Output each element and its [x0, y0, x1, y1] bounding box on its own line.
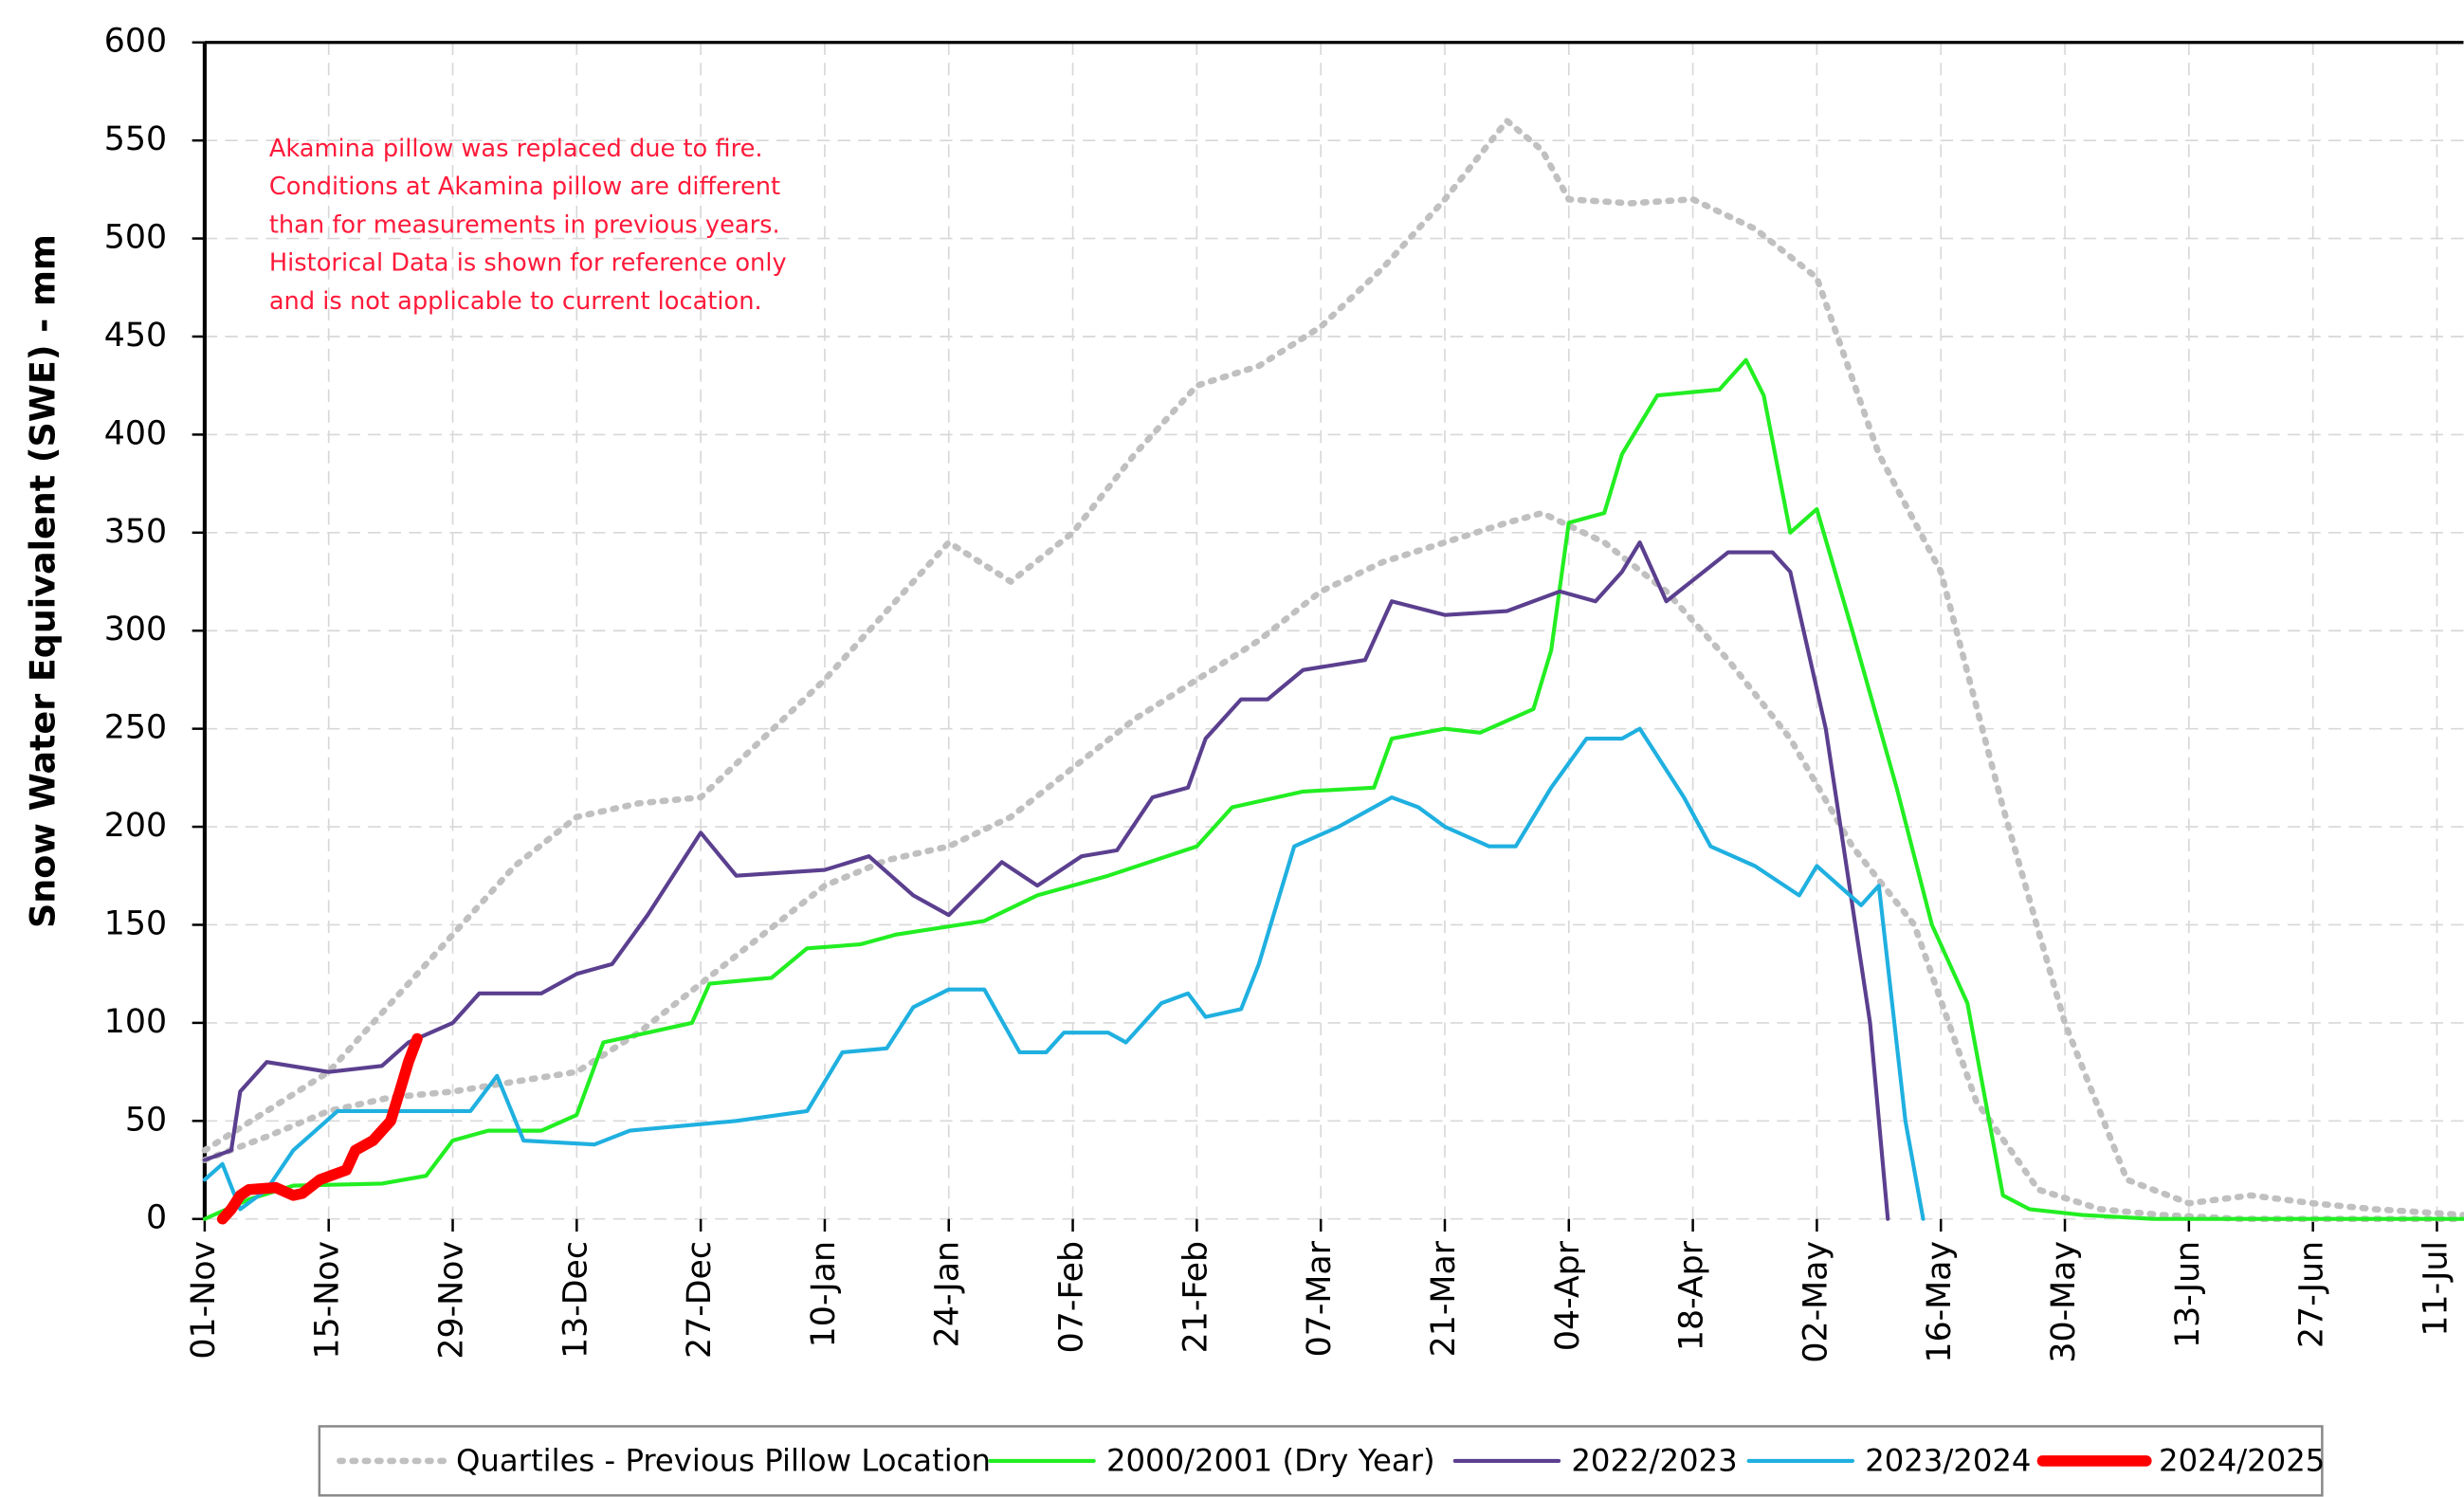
- annotation: Historical Data is shown for reference o…: [269, 249, 787, 278]
- legend-label: 2000/2001 (Dry Year): [1106, 1443, 1435, 1479]
- x-tick-label: 07-Mar: [1301, 1240, 1339, 1357]
- x-tick-label: 21-Mar: [1425, 1240, 1463, 1357]
- x-tick-label: 07-Feb: [1053, 1241, 1091, 1353]
- annotation: than for measurements in previous years.: [269, 210, 780, 239]
- x-tick-label: 13-Jun: [2169, 1241, 2207, 1348]
- y-tick-label: 550: [104, 120, 167, 158]
- series-line: [202, 540, 1890, 1221]
- legend-label: 2023/2024: [1865, 1443, 2031, 1479]
- series-line: [216, 1032, 423, 1225]
- y-tick-label: 250: [104, 709, 167, 747]
- y-tick-label: 50: [125, 1101, 167, 1139]
- x-tick-label: 04-Apr: [1549, 1240, 1587, 1351]
- series-line: [201, 509, 2464, 1223]
- y-tick-label: 500: [104, 219, 167, 257]
- x-tick-label: 13-Dec: [557, 1241, 594, 1359]
- series-line: [202, 357, 2464, 1221]
- x-tick-label: 02-May: [1797, 1241, 1834, 1363]
- legend-box: [318, 1425, 2324, 1497]
- x-tick-label: 27-Jun: [2293, 1241, 2331, 1348]
- x-tick-label: 30-May: [2045, 1241, 2083, 1363]
- x-tick-label: 16-May: [1921, 1241, 1959, 1363]
- legend-label: Quartiles - Previous Pillow Location: [456, 1443, 991, 1479]
- series-line: [201, 118, 2464, 1218]
- legend-label: 2022/2023: [1571, 1443, 1737, 1479]
- y-tick-label: 0: [146, 1199, 167, 1237]
- series-line: [202, 726, 1926, 1221]
- x-tick-label: 18-Apr: [1673, 1240, 1711, 1351]
- y-tick-label: 150: [104, 904, 167, 942]
- legend-label: 2024/2025: [2159, 1443, 2325, 1479]
- x-tick-label: 10-Jan: [805, 1241, 843, 1347]
- x-tick-label: 11-Jul: [2417, 1241, 2455, 1337]
- annotation: and is not applicable to current locatio…: [269, 287, 762, 316]
- annotation: Conditions at Akamina pillow are differe…: [269, 173, 780, 201]
- y-tick-label: 100: [104, 1003, 167, 1041]
- y-tick-label: 450: [104, 317, 167, 355]
- x-tick-label: 21-Feb: [1177, 1241, 1214, 1353]
- x-tick-label: 27-Dec: [681, 1241, 719, 1359]
- y-tick-label: 300: [104, 611, 167, 648]
- y-tick-label: 200: [104, 807, 167, 845]
- x-tick-label: 01-Nov: [185, 1241, 223, 1360]
- annotation: Akamina pillow was replaced due to fire.: [269, 135, 763, 163]
- y-tick-label: 600: [104, 23, 167, 61]
- y-tick-label: 400: [104, 414, 167, 452]
- x-tick-label: 24-Jan: [929, 1241, 967, 1347]
- x-tick-label: 15-Nov: [309, 1241, 347, 1360]
- y-tick-label: 350: [104, 513, 167, 551]
- y-axis-label: Snow Water Equivalent (SWE) - mm: [22, 234, 63, 928]
- x-tick-label: 29-Nov: [433, 1241, 471, 1360]
